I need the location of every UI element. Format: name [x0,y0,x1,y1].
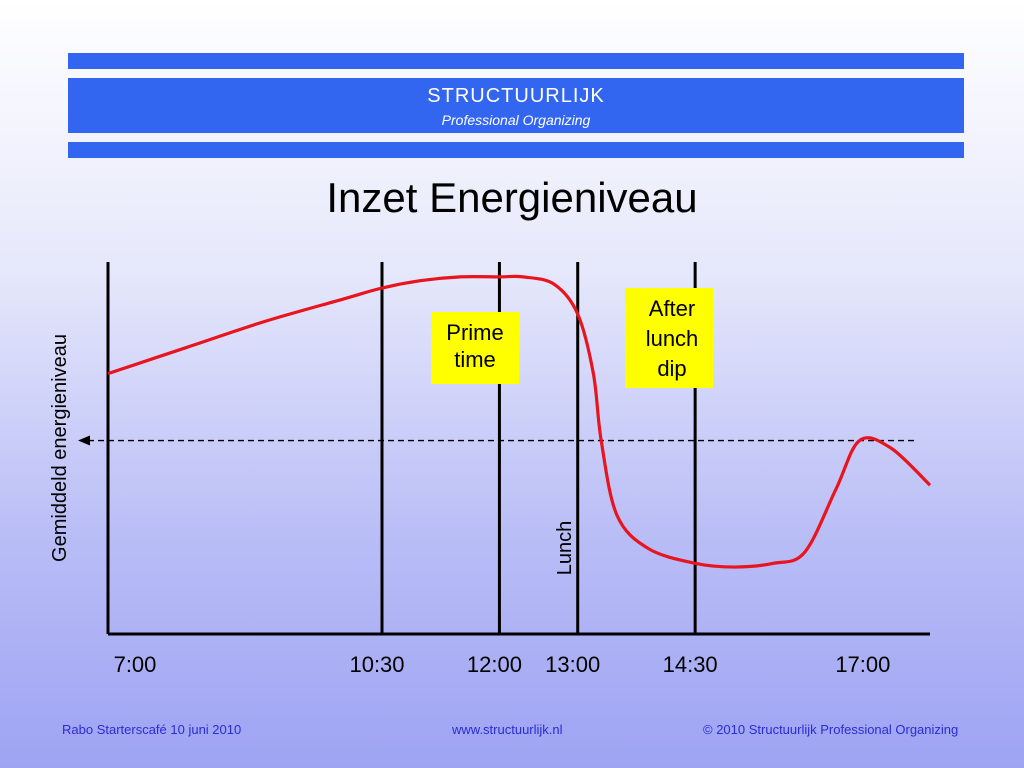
y-axis-label-group: Gemiddeld energieniveau [49,334,71,562]
footer-website: www.structuurlijk.nl [452,722,563,737]
callout-text-line: After [649,296,695,321]
callout-text-line: dip [657,356,686,381]
header-top-band [68,53,964,69]
left-arrow-icon [78,435,90,446]
footer-event: Rabo Starterscafé 10 juni 2010 [62,722,242,737]
callout-text-line: Prime [446,320,503,345]
lunch-label: Lunch [554,521,576,576]
x-tick-label: 12:00 [467,652,522,677]
brand-tagline: Professional Organizing [441,112,591,128]
callout-text-line: time [454,347,496,372]
average-level-line [78,435,916,446]
callout-text-line: lunch [646,326,699,351]
x-tick-label: 10:30 [349,652,404,677]
callout-box [431,312,519,384]
slide-title: Inzet Energieniveau [326,174,698,221]
header-banner [68,78,964,133]
after-lunch-dip-callout: After lunch dip [625,288,713,388]
energy-series [107,274,932,569]
x-tick-label: 13:00 [545,652,600,677]
brand-name: STRUCTUURLIJK [427,85,605,107]
chart-axes [106,262,930,636]
footer-copyright: © 2010 Structuurlijk Professional Organi… [703,722,959,737]
energy-curve [107,274,932,569]
x-tick-label: 14:30 [663,652,718,677]
header-bottom-band [68,142,964,158]
y-axis-label: Gemiddeld energieniveau [49,334,71,562]
callout-box [625,288,713,388]
x-tick-labels: 7:00 10:30 12:00 13:00 14:30 17:00 [114,652,891,677]
x-tick-label: 17:00 [835,652,890,677]
x-tick-label: 7:00 [114,652,157,677]
